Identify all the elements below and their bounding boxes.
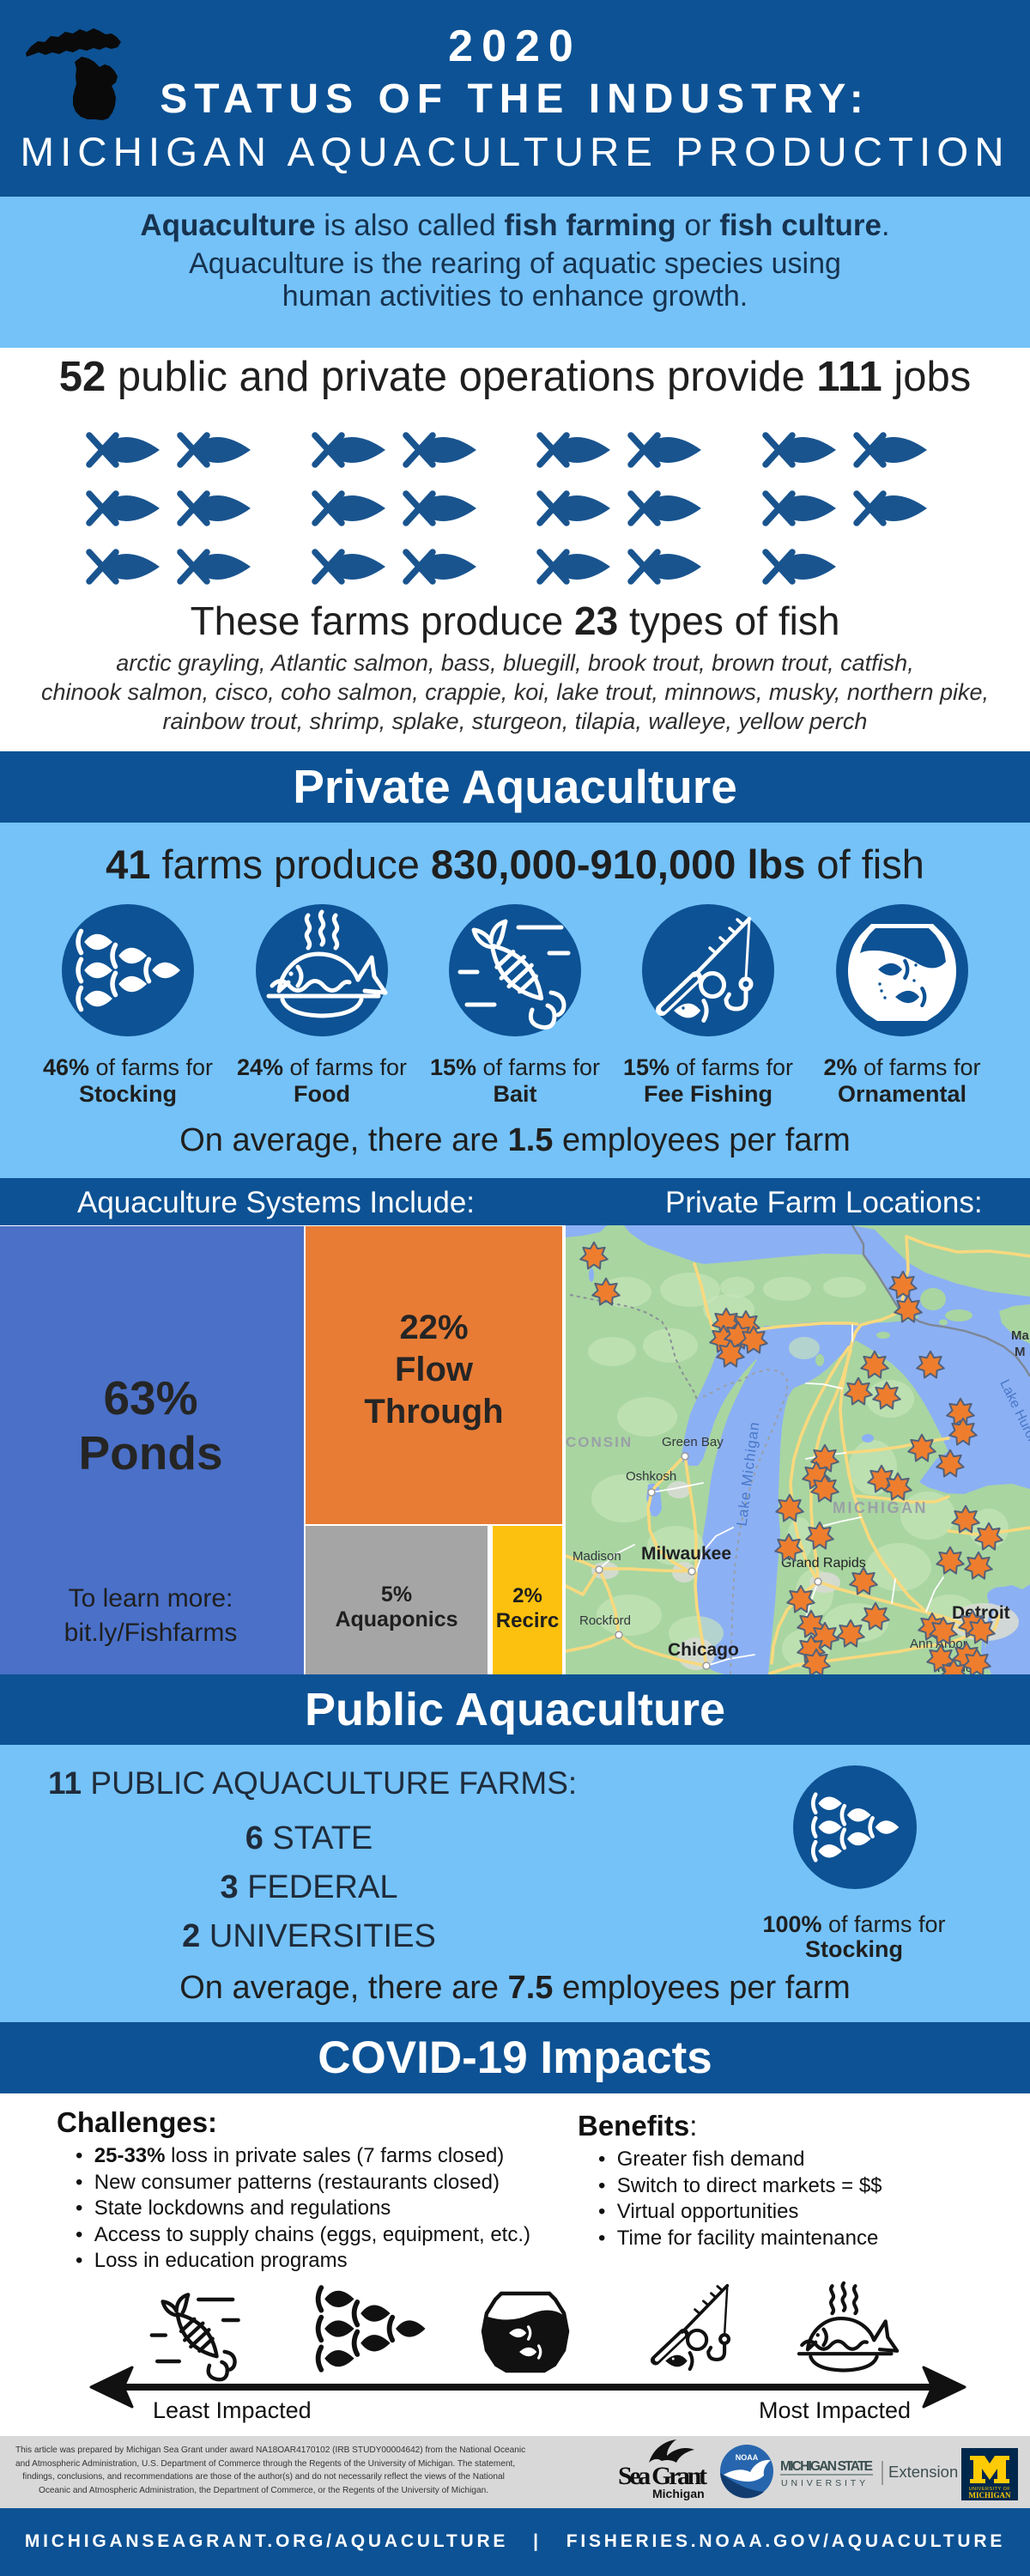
svg-text:Ma: Ma	[1011, 1328, 1029, 1343]
svg-text:MICHIGAN: MICHIGAN	[969, 2491, 1011, 2500]
svg-text:MICHIGAN STATE: MICHIGAN STATE	[780, 2459, 873, 2474]
svg-text:Michigan: Michigan	[652, 2487, 705, 2500]
svg-text:MICHIGAN: MICHIGAN	[833, 1499, 928, 1516]
svg-text:M: M	[1015, 1345, 1026, 1359]
svg-text:Madison: Madison	[573, 1549, 621, 1564]
svg-text:Oshkosh: Oshkosh	[626, 1469, 676, 1484]
svg-text:Grand Rapids: Grand Rapids	[781, 1556, 866, 1571]
svg-text:Chicago: Chicago	[668, 1640, 739, 1660]
svg-text:NOAA: NOAA	[736, 2453, 759, 2462]
svg-text:Rockford: Rockford	[579, 1613, 631, 1628]
svg-text:CONSIN: CONSIN	[566, 1434, 633, 1450]
svg-text:Milwaukee: Milwaukee	[641, 1544, 731, 1564]
svg-text:UNIVERSITY: UNIVERSITY	[781, 2478, 869, 2488]
svg-text:UNIVERSITY OF: UNIVERSITY OF	[969, 2487, 1011, 2492]
svg-text:Sea Grant: Sea Grant	[618, 2462, 707, 2490]
svg-text:Green Bay: Green Bay	[662, 1435, 724, 1449]
